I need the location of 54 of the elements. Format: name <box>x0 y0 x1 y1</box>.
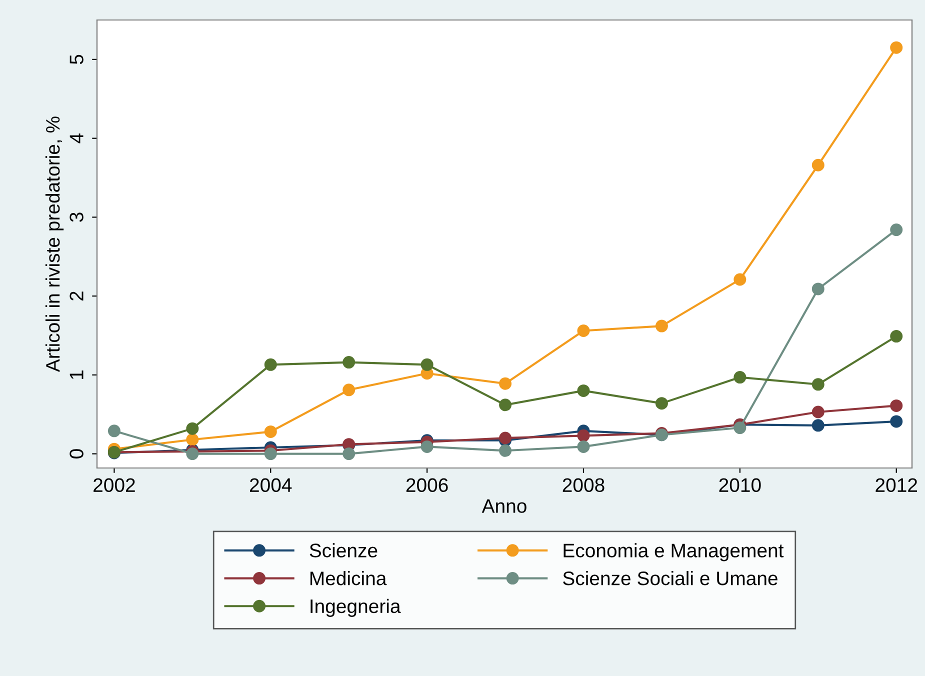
point <box>499 377 512 390</box>
point <box>577 440 590 453</box>
point <box>734 371 746 384</box>
point <box>812 419 824 432</box>
point <box>186 422 199 435</box>
legend-label: Economia e Management <box>564 543 784 562</box>
point <box>812 406 824 418</box>
point <box>812 158 824 172</box>
point <box>577 324 590 338</box>
point <box>342 356 356 369</box>
x-tick-label: 2008 <box>562 478 604 492</box>
point <box>890 41 903 54</box>
y-tick-label: 3 <box>70 212 84 222</box>
point <box>264 425 277 438</box>
point <box>577 384 590 397</box>
point <box>577 429 590 442</box>
point <box>420 440 434 453</box>
x-tick-label: 2004 <box>250 478 292 492</box>
point <box>264 358 277 371</box>
y-tick-label: 5 <box>70 54 84 64</box>
point <box>420 358 434 371</box>
legend-label: Scienze <box>310 543 378 558</box>
point <box>186 433 199 446</box>
legend-label: Scienze Sociali e Umane <box>563 570 778 586</box>
point <box>812 378 824 391</box>
point <box>734 273 746 286</box>
point <box>890 415 903 428</box>
x-tick-label: 2002 <box>94 478 135 492</box>
point <box>108 424 120 438</box>
point <box>812 282 824 296</box>
legend-label: Medicina <box>310 570 387 586</box>
y-tick-label: 2 <box>70 292 84 300</box>
point <box>264 448 277 460</box>
point <box>342 384 356 396</box>
point <box>890 224 903 236</box>
point <box>890 330 903 343</box>
point <box>890 399 903 412</box>
x-axis-title: Anno <box>482 499 526 513</box>
point <box>342 448 356 460</box>
y-tick-label: 1 <box>70 370 84 379</box>
point <box>734 422 746 434</box>
point <box>499 398 512 412</box>
point <box>499 432 512 444</box>
point <box>499 444 512 457</box>
y-tick-label: 0 <box>70 449 84 458</box>
y-tick-label: 4 <box>70 133 84 144</box>
legend-label: Ingegneria <box>310 598 401 617</box>
y-axis-title: Articoli in riviste predatorie, % <box>45 116 64 372</box>
x-tick-label: 2012 <box>876 478 918 492</box>
x-tick-label: 2010 <box>719 478 761 492</box>
point <box>655 397 668 410</box>
point <box>655 320 668 332</box>
x-tick-label: 2006 <box>406 478 448 492</box>
point <box>186 448 199 460</box>
